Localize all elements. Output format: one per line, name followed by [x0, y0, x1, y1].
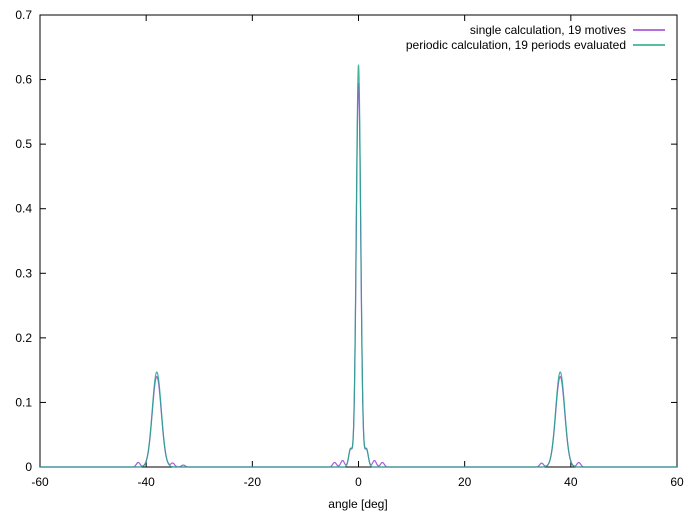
y-tick-label: 0.1 — [15, 395, 32, 409]
y-tick-label: 0.4 — [15, 202, 32, 216]
series-layer — [40, 64, 677, 468]
legend-label-periodic: periodic calculation, 19 periods evaluat… — [406, 38, 626, 52]
x-axis-title: angle [deg] — [328, 497, 387, 511]
y-tick-label: 0.3 — [15, 266, 32, 280]
x-tick-label: -40 — [137, 475, 155, 489]
legend-label-single: single calculation, 19 motives — [470, 23, 626, 37]
y-tick-label: 0.7 — [15, 8, 32, 22]
x-tick-label: 60 — [670, 475, 684, 489]
x-tick-label: 20 — [458, 475, 472, 489]
x-tick-label: 0 — [355, 475, 362, 489]
y-tick-label: 0.2 — [15, 331, 32, 345]
x-axis-ticks: -60 -40 -20 0 20 40 60 — [31, 15, 684, 489]
y-axis-ticks: 0 0.1 0.2 0.3 0.4 0.5 0.6 0.7 — [15, 8, 677, 474]
series-line-single — [40, 82, 677, 468]
series-line-periodic — [40, 64, 677, 468]
y-tick-label: 0.6 — [15, 73, 32, 87]
x-tick-label: -60 — [31, 475, 49, 489]
x-tick-label: -20 — [244, 475, 262, 489]
y-tick-label: 0.5 — [15, 137, 32, 151]
y-tick-label: 0 — [25, 460, 32, 474]
x-tick-label: 40 — [564, 475, 578, 489]
legend: single calculation, 19 motives periodic … — [406, 23, 665, 52]
